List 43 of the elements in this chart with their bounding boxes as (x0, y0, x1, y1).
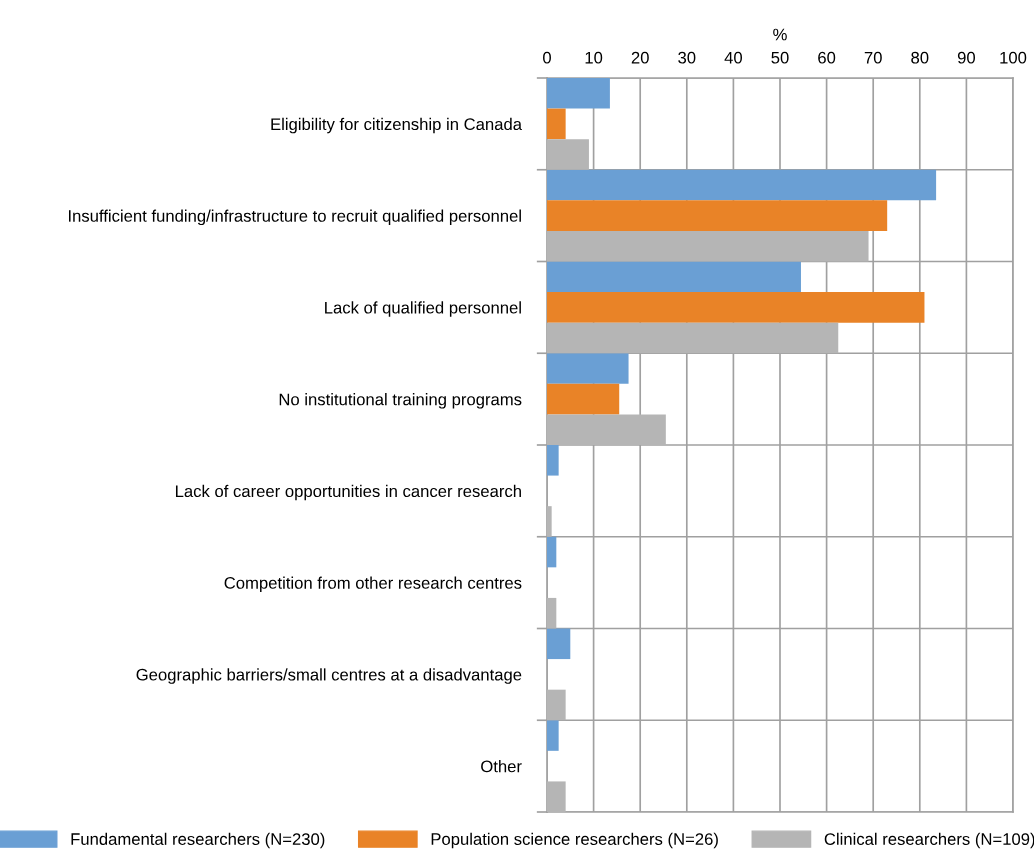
y-tick-label: Other (481, 760, 522, 773)
legend-label: Population science researchers (N=26) (431, 832, 718, 849)
legend-label: Fundamental researchers (N=230) (71, 832, 325, 849)
y-tick-label: Lack of career opportunities in cancer research (175, 484, 521, 501)
x-tick-label: 0 (543, 51, 551, 64)
x-tick-label: 90 (957, 51, 976, 64)
bar (547, 261, 801, 293)
bar (547, 506, 552, 537)
bar (547, 200, 888, 231)
bar (547, 414, 666, 445)
y-tick-label: No institutional training programs (279, 393, 522, 409)
x-tick-label: 20 (631, 51, 649, 64)
bar (547, 689, 566, 721)
x-tick-label: 10 (585, 51, 603, 64)
bar (547, 383, 620, 415)
x-tick-label: 60 (818, 51, 836, 64)
x-tick-label: 50 (771, 51, 789, 64)
y-tick-label: Eligibility for citizenship in Canada (271, 117, 523, 134)
bar (547, 292, 925, 323)
y-tick-label: Insufficient funding/infrastructure to recruit qualified personnel (68, 209, 521, 226)
bar (547, 536, 557, 568)
bar (547, 445, 559, 476)
y-tick-label: Lack of qualified personnel (325, 301, 521, 317)
bar (547, 169, 937, 201)
bar (547, 628, 571, 660)
bar (547, 108, 566, 140)
bar (547, 139, 589, 170)
x-tick-label: 100 (1000, 51, 1027, 64)
x-axis-title: % (773, 28, 787, 41)
bar (547, 78, 610, 109)
bar (547, 230, 869, 262)
x-tick-label: 40 (724, 51, 743, 64)
bar (547, 720, 559, 751)
x-tick-label: 70 (864, 51, 882, 64)
bar (547, 353, 629, 384)
bar (547, 781, 566, 812)
bar (547, 322, 839, 354)
legend-label: Clinical researchers (N=109) (824, 832, 1034, 849)
y-tick-label: Competition from other research centres (224, 576, 522, 593)
x-tick-label: 30 (678, 51, 696, 64)
bar (547, 597, 557, 629)
y-tick-label: Geographic barriers/small centres at a disadvantage (136, 668, 522, 684)
x-tick-label: 80 (911, 51, 929, 64)
